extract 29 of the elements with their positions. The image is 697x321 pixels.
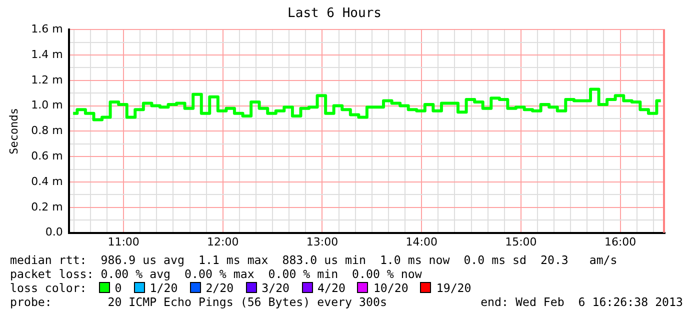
x-tick-label: 16:00 [604,235,636,248]
text: 2/20 [206,281,234,295]
text: packet loss: 0.00 % avg 0.00 % max 0.00 % min 0.00 % now [10,267,422,281]
y-tick-label: 0.4 m [31,174,63,188]
y-tick-label: 0.8 m [31,124,63,138]
text: 4/20 [318,281,346,295]
y-tick-label: 1.6 m [31,22,63,36]
y-tick-label: 0.0 [45,226,63,239]
x-tick-label: 15:00 [505,235,537,248]
text: end: Wed Feb 6 16:26:38 2013 [480,295,683,309]
x-tick-label: 12:00 [207,235,239,248]
chart-title: Last 6 Hours [288,6,382,22]
x-tick-label: 14:00 [406,235,438,248]
text: loss color: [10,281,87,295]
x-tick-label: 11:00 [108,235,140,248]
text: 10/20 [373,281,408,295]
text: 1/20 [150,281,178,295]
x-tick-label: 13:00 [306,235,338,248]
text: 19/20 [436,281,472,295]
text: median rtt: 986.9 us avg 1.1 ms max 883.0 us min 1.0 ms now 0.0 ms sd 20.3 am/s [10,253,618,267]
text: probe: 20 ICMP Echo Pings (56 Bytes) every 300s [10,295,387,309]
y-tick-label: 0.6 m [31,149,63,162]
y-tick-label: 1.0 m [31,98,63,112]
text: 3/20 [262,281,290,295]
text: 0 [114,281,122,295]
y-tick-label: 1.2 m [31,73,63,86]
y-axis-title: Seconds [7,108,20,154]
y-tick-label: 1.4 m [31,48,63,61]
y-tick-label: 0.2 m [31,200,63,214]
